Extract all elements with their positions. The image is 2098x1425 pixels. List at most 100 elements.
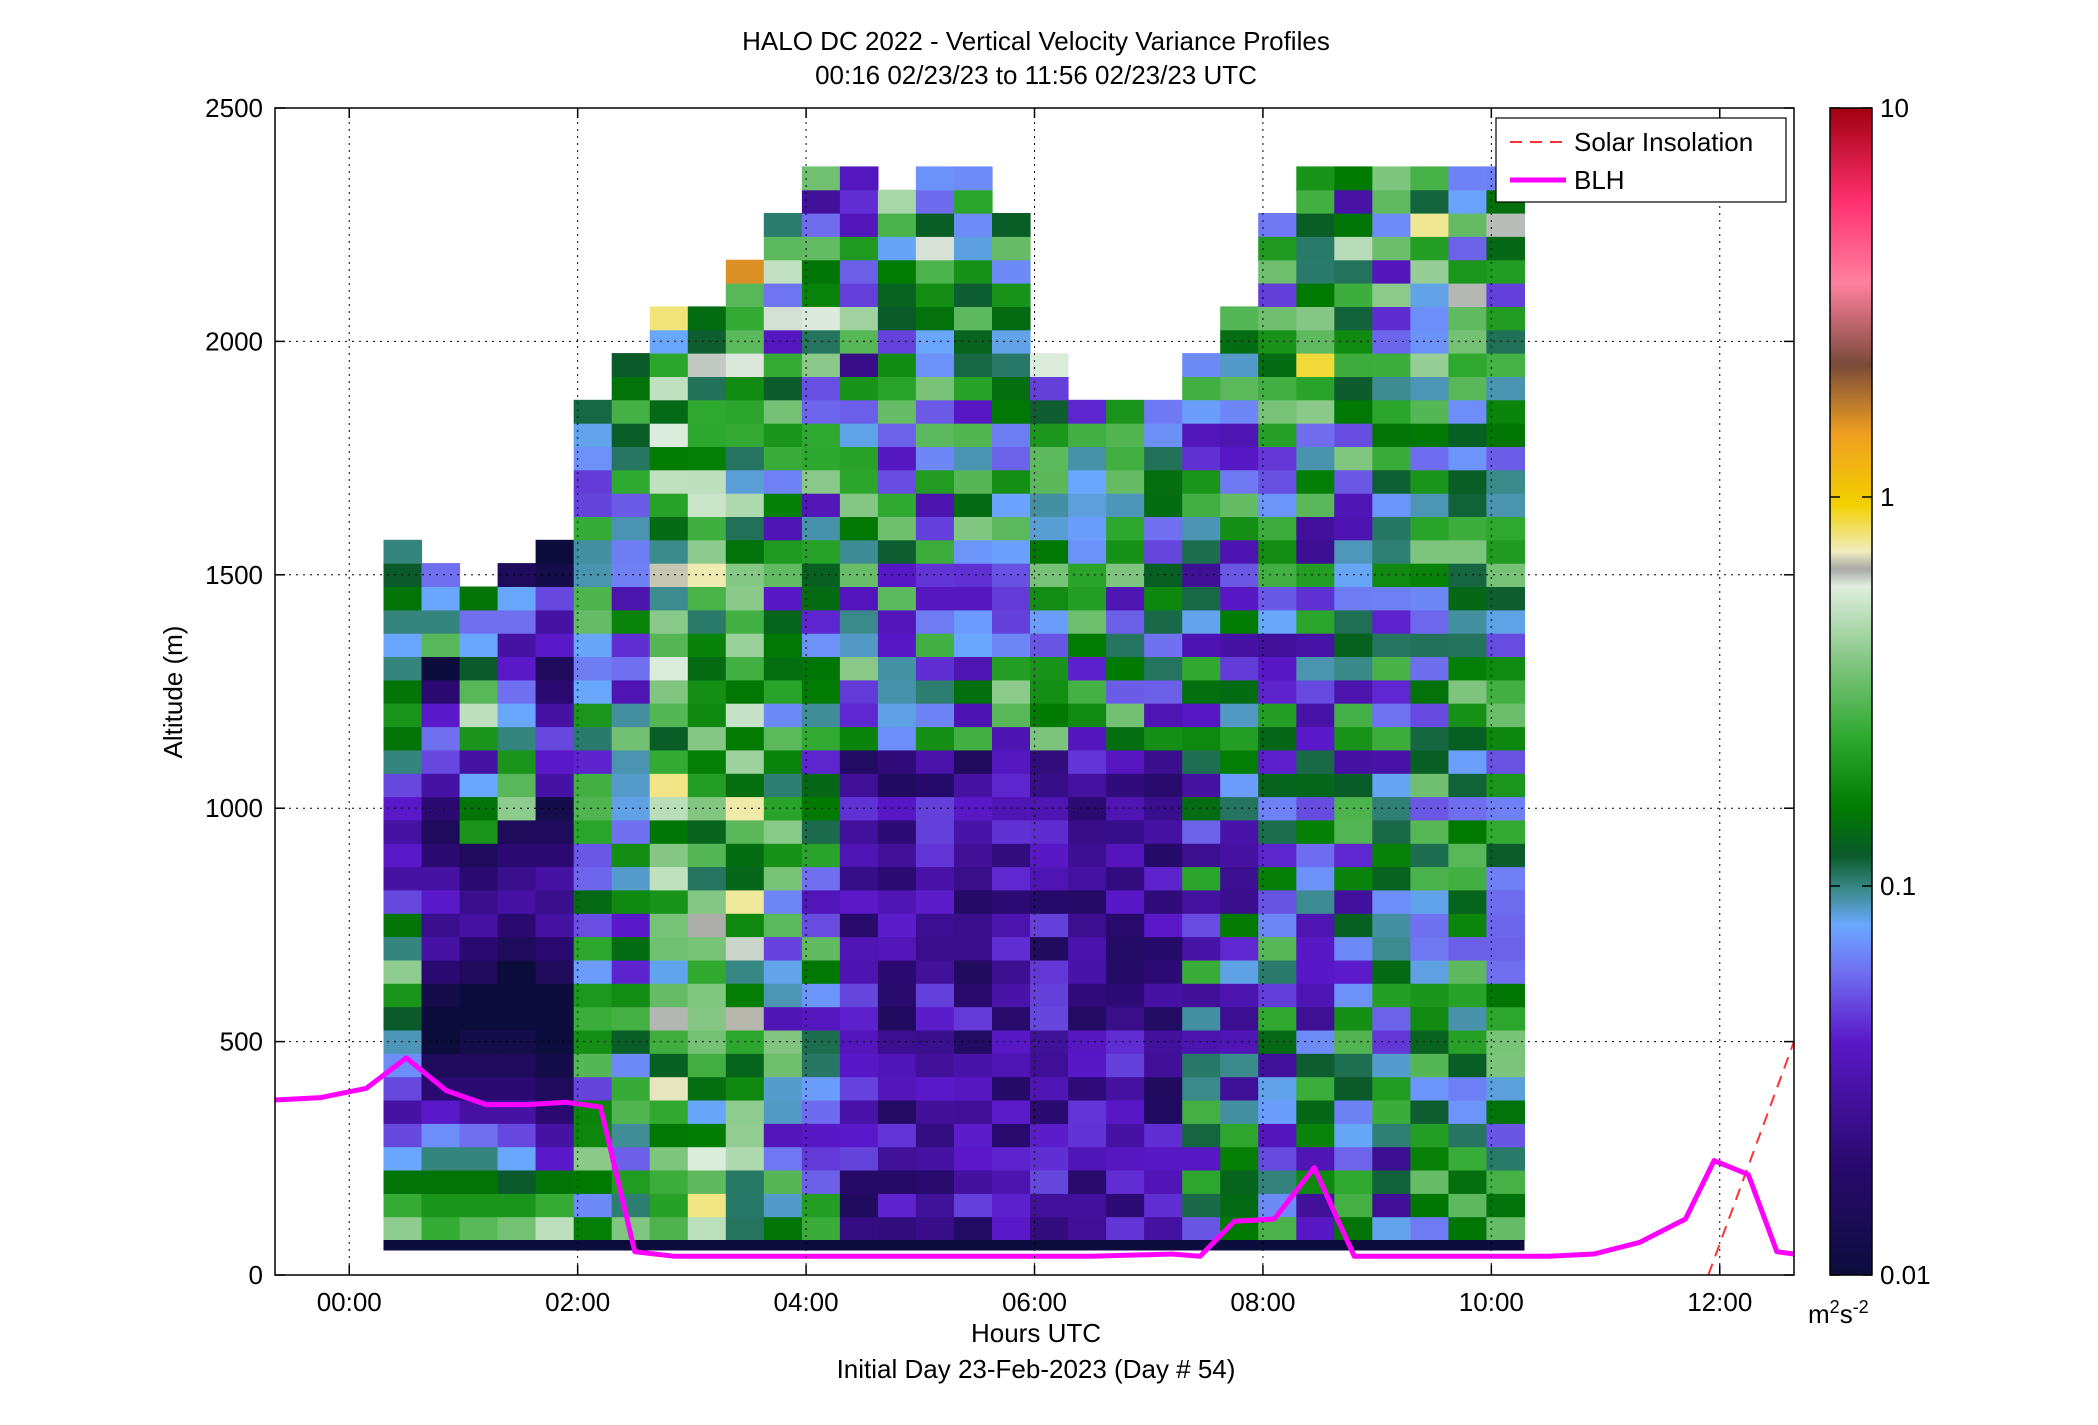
heatmap-cell: [1486, 283, 1525, 307]
heatmap-cell: [954, 259, 993, 284]
heatmap-cell: [611, 1006, 651, 1031]
heatmap-cell: [954, 1170, 993, 1194]
heatmap-cell: [763, 306, 803, 331]
heatmap-cell: [915, 306, 955, 331]
heatmap-cell: [535, 1029, 575, 1054]
heatmap-cell: [1106, 679, 1145, 704]
heatmap-cell: [839, 469, 879, 494]
heatmap-cell: [1372, 1100, 1411, 1124]
heatmap-cell: [1410, 1100, 1449, 1124]
heatmap-cell: [535, 1053, 575, 1078]
heatmap-cell: [1182, 1006, 1221, 1031]
heatmap-cell: [839, 189, 879, 214]
heatmap-cell: [801, 166, 841, 191]
y-axis-ticks: 0 500 1000 1500 2000 2500: [205, 93, 1794, 1290]
heatmap-cell: [1410, 586, 1449, 611]
heatmap-cell: [725, 656, 765, 681]
heatmap-cell: [1296, 749, 1335, 774]
heatmap-cell: [1372, 516, 1411, 541]
heatmap-cell: [1182, 1170, 1221, 1194]
heatmap-cell: [459, 1006, 499, 1031]
heatmap-cell: [1030, 563, 1069, 587]
heatmap-cell: [763, 493, 803, 517]
heatmap-cell: [763, 376, 803, 401]
heatmap-cell: [1334, 726, 1373, 751]
heatmap-cell: [1106, 843, 1145, 868]
heatmap-cell: [763, 1193, 803, 1218]
colorbar-tick-label: 1: [1880, 482, 1894, 512]
heatmap-cell: [1144, 1123, 1183, 1148]
heatmap-cell: [1258, 1146, 1297, 1171]
heatmap-cell: [915, 1006, 955, 1031]
heatmap-cell: [877, 1146, 917, 1171]
heatmap-cell: [687, 329, 727, 354]
heatmap-cell: [1296, 656, 1335, 681]
heatmap-cell: [611, 376, 651, 401]
heatmap-cell: [1030, 773, 1069, 798]
heatmap-cell: [497, 1006, 537, 1031]
heatmap-cell: [1182, 959, 1221, 984]
heatmap-cell: [801, 679, 841, 704]
heatmap-cell: [763, 796, 803, 821]
heatmap-cell: [992, 703, 1031, 728]
heatmap-cell: [1258, 889, 1297, 914]
heatmap-cell: [1410, 353, 1449, 377]
heatmap-cell: [649, 656, 689, 681]
heatmap-cell: [839, 936, 879, 961]
heatmap-cell: [1372, 259, 1411, 284]
heatmap-cell: [1220, 539, 1259, 564]
heatmap-cell: [1486, 633, 1525, 657]
heatmap-cell: [725, 516, 765, 541]
heatmap-cell: [954, 679, 993, 704]
heatmap-cell: [1068, 1006, 1107, 1031]
heatmap-cell: [1448, 1193, 1487, 1218]
heatmap-cell: [1486, 563, 1525, 587]
heatmap-cell: [1220, 913, 1259, 938]
heatmap-cell: [421, 633, 461, 657]
heatmap-cell: [687, 609, 727, 634]
heatmap-cell: [839, 843, 879, 868]
heatmap-cell: [877, 866, 917, 891]
heatmap-cell: [801, 633, 841, 657]
heatmap-cell: [1068, 843, 1107, 868]
heatmap-cell: [649, 399, 689, 424]
heatmap-cell: [763, 1053, 803, 1078]
heatmap-cell: [954, 1100, 993, 1124]
heatmap-cell: [1448, 1076, 1487, 1101]
heatmap-cell: [877, 936, 917, 961]
heatmap-cell: [1068, 1193, 1107, 1218]
heatmap-cell: [1448, 913, 1487, 938]
heatmap-cell: [1144, 703, 1183, 728]
heatmap-cell: [1296, 913, 1335, 938]
heatmap-cell: [1296, 819, 1335, 844]
heatmap-cell: [992, 1100, 1031, 1124]
heatmap-cell: [497, 749, 537, 774]
heatmap-cell: [1334, 983, 1373, 1008]
colorbar-ticks: 0.01 0.1 1 10: [1830, 93, 1931, 1290]
heatmap-cell: [383, 1146, 423, 1171]
heatmap-cell: [954, 1053, 993, 1078]
heatmap-cell: [1220, 1170, 1259, 1194]
heatmap-cell: [763, 353, 803, 377]
heatmap-cell: [383, 656, 423, 681]
heatmap-cell: [1296, 189, 1335, 214]
heatmap-cell: [839, 539, 879, 564]
heatmap-cell: [1448, 329, 1487, 354]
heatmap-cell: [801, 213, 841, 237]
heatmap-cell: [1068, 959, 1107, 984]
heatmap-cell: [877, 1123, 917, 1148]
heatmap-cell: [1372, 306, 1411, 331]
heatmap-cell: [1448, 399, 1487, 424]
heatmap-cell: [1410, 166, 1449, 191]
heatmap-cell: [1144, 1170, 1183, 1194]
heatmap-cell: [839, 773, 879, 798]
heatmap-cell: [1144, 936, 1183, 961]
heatmap-cell: [535, 1146, 575, 1171]
heatmap-cell: [611, 1123, 651, 1148]
heatmap-cell: [421, 1029, 461, 1054]
heatmap-cell: [877, 773, 917, 798]
heatmap-cell: [1030, 1100, 1069, 1124]
heatmap-cell: [1486, 609, 1525, 634]
heatmap-cell: [1258, 376, 1297, 401]
heatmap-cell: [763, 399, 803, 424]
